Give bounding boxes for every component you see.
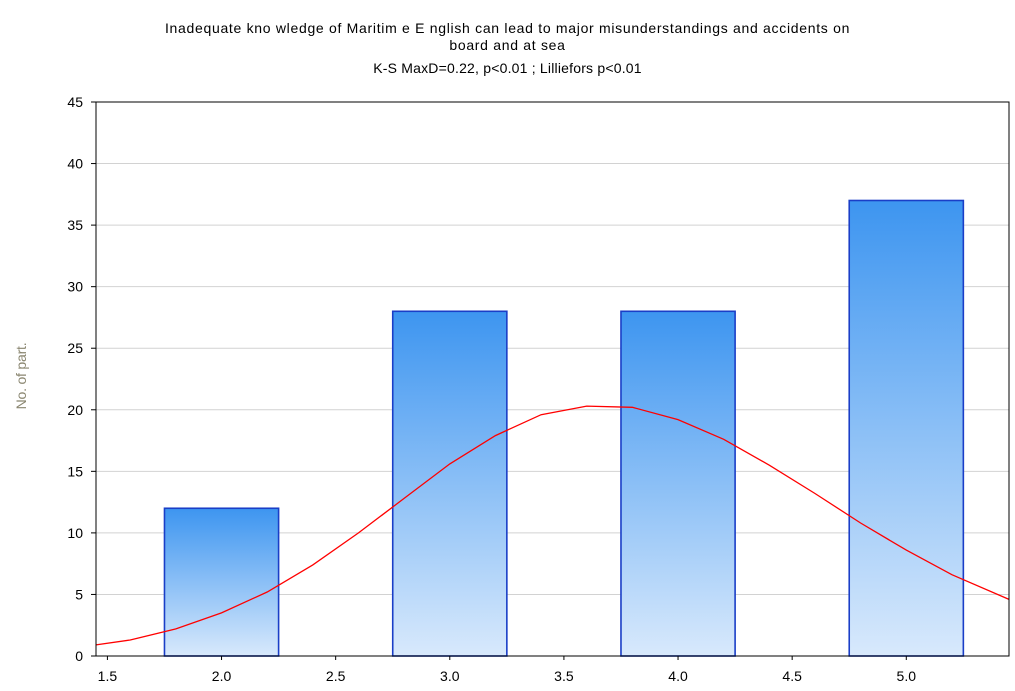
x-tick-label-2.0: 2.0 [212, 668, 232, 684]
bar-4.0 [620, 310, 736, 657]
x-tick-label-3.5: 3.5 [554, 668, 574, 684]
y-tick-label-5: 5 [75, 586, 83, 602]
chart-subtitle: K-S MaxD=0.22, p<0.01 ; Lilliefors p<0.0… [373, 60, 642, 76]
y-tick-label-45: 45 [67, 94, 83, 110]
normal-fit-curve [95, 405, 1010, 646]
bar-2.0 [163, 507, 280, 657]
y-tick-label-25: 25 [67, 340, 83, 356]
plot-frame [95, 101, 1010, 657]
y-tick-label-10: 10 [67, 525, 83, 541]
y-tick-label-30: 30 [67, 279, 83, 295]
y-tick-label-20: 20 [67, 402, 83, 418]
x-tick-label-5.0: 5.0 [897, 668, 917, 684]
axis-frame-layer [95, 101, 1010, 657]
chart-title-line-2: board and at sea [449, 37, 566, 53]
x-tick-label-4.5: 4.5 [782, 668, 802, 684]
y-tick-label-0: 0 [75, 648, 83, 664]
chart-title-line-1: Inadequate kno wledge of Maritim e E ngl… [164, 20, 851, 36]
chart-title-block: Inadequate kno wledge of Maritim e E ngl… [0, 20, 1015, 77]
y-tick-label-15: 15 [67, 463, 83, 479]
x-tick-label-1.5: 1.5 [98, 668, 118, 684]
bar-5.0 [848, 199, 965, 657]
bars-layer [163, 199, 965, 657]
x-tick-label-2.5: 2.5 [326, 668, 346, 684]
x-tick-label-3.0: 3.0 [440, 668, 460, 684]
bar-3.0 [391, 310, 508, 657]
tick-layer: 0 5 10 15 20 25 30 35 40 45 1.5 2.0 2.5 3.0 3.5 4.0 4.5 5… [67, 94, 916, 684]
y-tick-label-40: 40 [67, 156, 83, 172]
y-tick-label-35: 35 [67, 217, 83, 233]
x-tick-label-4.0: 4.0 [668, 668, 688, 684]
fit-curve-layer [95, 405, 1010, 646]
